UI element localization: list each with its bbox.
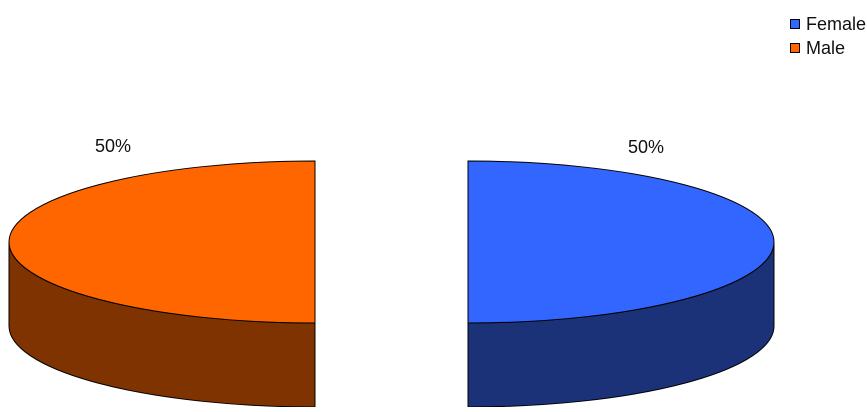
slices-layer bbox=[8, 160, 775, 408]
legend-swatch-male bbox=[790, 43, 800, 53]
legend-item-female: Female bbox=[790, 12, 866, 36]
slice-top-female bbox=[467, 160, 775, 324]
legend-label-male: Male bbox=[806, 38, 846, 58]
legend-item-male: Male bbox=[790, 36, 866, 60]
legend-swatch-female bbox=[790, 19, 800, 29]
legend-label-female: Female bbox=[806, 14, 867, 34]
data-label-male: 50% bbox=[95, 136, 131, 156]
legend: Female Male bbox=[790, 12, 866, 60]
slice-top-male bbox=[8, 160, 316, 324]
data-label-female: 50% bbox=[628, 137, 664, 157]
labels-layer: 50% 50% bbox=[95, 136, 664, 157]
